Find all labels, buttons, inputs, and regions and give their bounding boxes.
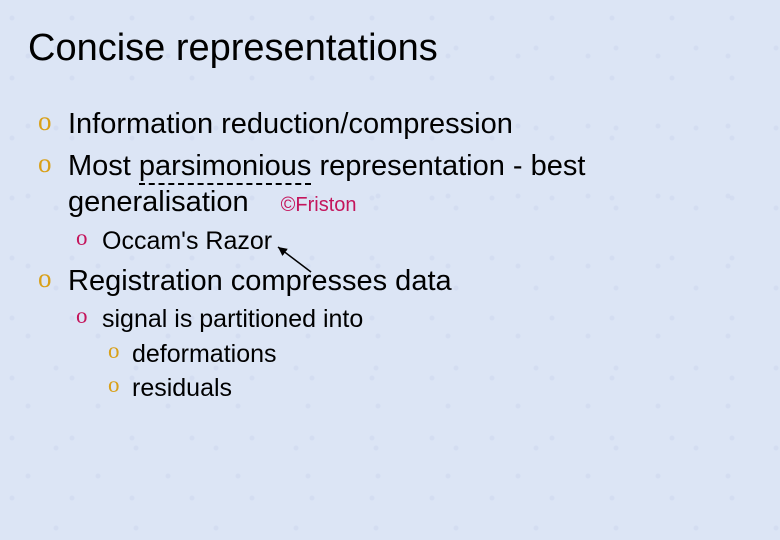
sub-bullet-signal: o signal is partitioned into o deformati… (68, 303, 752, 405)
bullet-text: Most parsimonious representation - best … (68, 150, 585, 218)
bullet-list: o Information reduction/compression o Mo… (28, 106, 752, 405)
underlined-word: parsimonious (139, 150, 311, 185)
bullet-icon: o (76, 225, 88, 251)
sub2-text: deformations (132, 340, 277, 368)
sub-list: o signal is partitioned into o deformati… (68, 303, 752, 405)
bullet-item-3: o Registration compresses data o signal … (28, 263, 752, 405)
bullet-icon: o (38, 148, 52, 179)
sub2-bullet-residuals: o residuals (102, 372, 752, 405)
annotation-friston: ©Friston (281, 194, 357, 216)
sub-list: o Occam's Razor (68, 225, 752, 258)
bullet-item-2: o Most parsimonious representation - bes… (28, 148, 752, 257)
sub2-bullet-deformations: o deformations (102, 338, 752, 371)
text-prefix: Most (68, 150, 139, 182)
sub-sub-list: o deformations o residuals (102, 338, 752, 405)
sub-bullet-occam: o Occam's Razor (68, 225, 752, 258)
slide-title: Concise representations (28, 28, 752, 70)
bullet-icon: o (38, 106, 52, 137)
sub-bullet-text: Occam's Razor (102, 227, 272, 255)
bullet-text: Information reduction/compression (68, 108, 513, 140)
bullet-icon: o (76, 303, 88, 329)
bullet-icon: o (38, 263, 52, 294)
bullet-item-1: o Information reduction/compression (28, 106, 752, 142)
bullet-icon: o (108, 372, 120, 398)
slide: Concise representations o Information re… (0, 0, 780, 540)
bullet-icon: o (108, 338, 120, 364)
bullet-text: Registration compresses data (68, 265, 452, 297)
sub-bullet-text: signal is partitioned into (102, 305, 363, 333)
sub2-text: residuals (132, 374, 232, 402)
